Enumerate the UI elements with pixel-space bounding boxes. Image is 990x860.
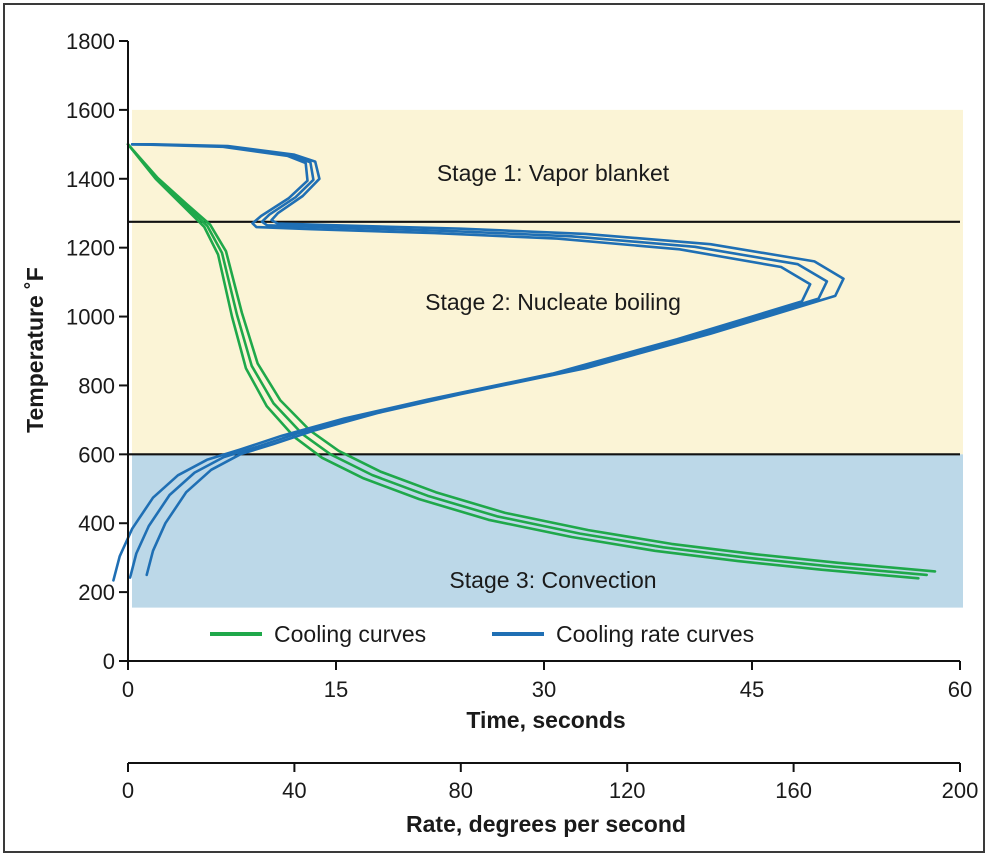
- x-tick-label: 30: [532, 677, 556, 702]
- legend-label-2: Cooling rate curves: [556, 621, 754, 647]
- y-tick-label: 1200: [66, 236, 115, 261]
- series-2-line-1: [130, 143, 845, 577]
- legend: Cooling curves Cooling rate curves: [210, 621, 754, 647]
- stage-label-2: Stage 2: Nucleate boiling: [425, 289, 681, 315]
- y-tick-label: 0: [103, 649, 115, 674]
- y-axis-title: Temperature ˚F: [22, 267, 48, 433]
- series-2-line-2: [128, 143, 829, 579]
- y-tick-label: 800: [78, 373, 115, 398]
- y-tick-label: 1800: [66, 29, 115, 54]
- y-tick-label: 600: [78, 442, 115, 467]
- x-axis-title: Time, seconds: [466, 707, 625, 733]
- x-tick-label: 60: [948, 677, 972, 702]
- stage-label-1: Stage 1: Vapor blanket: [437, 160, 670, 186]
- series-1-line-3: [126, 143, 937, 573]
- figure-frame: 0 200 400 600 800 1000 1200 1400 1600 1800 0 15 30 45…: [3, 3, 985, 853]
- y-tick-label: 400: [78, 511, 115, 536]
- legend-label-1: Cooling curves: [274, 621, 426, 647]
- y-tick-label: 200: [78, 580, 115, 605]
- x2-tick-label: 160: [775, 778, 812, 803]
- y-tick-label: 1000: [66, 305, 115, 330]
- stage-band-2: [132, 221, 963, 455]
- x2-tick-label: 200: [942, 778, 979, 803]
- x-tick-label: 15: [324, 677, 348, 702]
- stage-boundaries: [128, 220, 960, 456]
- stage-bands: [132, 109, 963, 608]
- stage-labels: Stage 1: Vapor blanket Stage 2: Nucleate …: [425, 160, 681, 593]
- x2-tick-label: 0: [122, 778, 134, 803]
- x2-tick-label: 120: [609, 778, 646, 803]
- series-1-line-1: [126, 143, 920, 580]
- stage-label-3: Stage 3: Convection: [449, 567, 656, 593]
- y-tick-label: 1400: [66, 167, 115, 192]
- x2-tick-label: 80: [449, 778, 473, 803]
- x-tick-label: 45: [740, 677, 764, 702]
- x2-tick-label: 40: [282, 778, 306, 803]
- y-tick-label: 1600: [66, 98, 115, 123]
- x2-axis-title: Rate, degrees per second: [406, 811, 686, 837]
- x-tick-label: 0: [122, 677, 134, 702]
- series-2-line-3: [112, 143, 812, 582]
- series-layer: [112, 143, 937, 582]
- stage-band-1: [132, 109, 963, 222]
- series-1-line-2: [126, 143, 929, 577]
